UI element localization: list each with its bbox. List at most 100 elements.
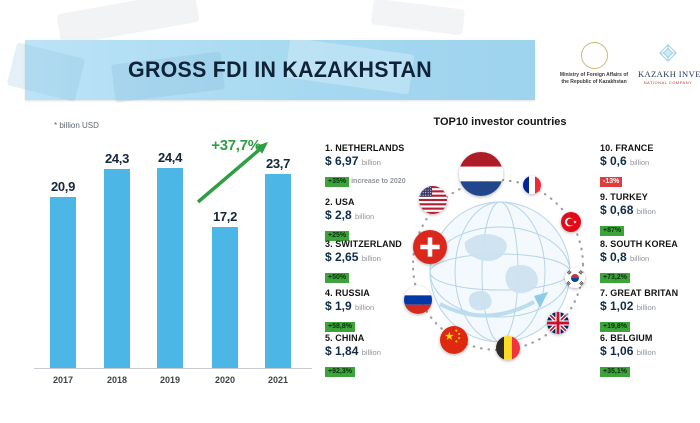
flag-tr-icon bbox=[561, 212, 581, 232]
investor-unit: billion bbox=[361, 158, 381, 167]
investor-entry-be: 6. BELGIUM $ 1,06 billion +35,1% bbox=[600, 333, 698, 378]
investor-amount: $ 1,9 billion bbox=[325, 299, 375, 313]
flag-cn-icon bbox=[440, 326, 468, 354]
investor-column-left: 1. NETHERLANDS $ 6,97 billion +35% increase… bbox=[325, 105, 437, 423]
flag-nl-icon bbox=[459, 152, 503, 196]
investor-unit: billion bbox=[361, 254, 381, 263]
investor-country: 8. SOUTH KOREA bbox=[600, 239, 678, 249]
growth-annotation: +37,7% bbox=[211, 137, 261, 154]
investor-change-badge: +25% bbox=[325, 230, 350, 241]
flag-fr-icon bbox=[523, 176, 541, 194]
investor-unit: billion bbox=[361, 348, 381, 357]
investor-country: 7. GREAT BRITAN bbox=[600, 288, 679, 298]
investor-unit: billion bbox=[636, 207, 656, 216]
bar-value-label: 23,7 bbox=[265, 156, 291, 171]
page-title: GROSS FDI IN KAZAKHSTAN bbox=[128, 57, 432, 82]
growth-arrow-icon bbox=[196, 142, 268, 204]
investor-change-row: +92,3% bbox=[325, 360, 437, 378]
investor-country: 5. CHINA bbox=[325, 333, 365, 343]
header-band: GROSS FDI IN KAZAKHSTAN bbox=[6, 37, 535, 103]
investor-change-badge: +87% bbox=[600, 225, 625, 236]
investor-entry-nl: 1. NETHERLANDS $ 6,97 billion +35% increase… bbox=[325, 143, 437, 188]
flag-gb-icon bbox=[547, 312, 569, 334]
flag-ch-icon bbox=[413, 230, 447, 264]
fdi-bar-chart: * billion USD 20,9 2017 24,3 2018 24,4 2019 17… bbox=[30, 110, 322, 410]
investors-title: TOP10 investor countries bbox=[433, 116, 567, 128]
bar-value-label: 17,2 bbox=[212, 209, 238, 224]
investor-entry-ru: 4. RUSSIA $ 1,9 billion +58,8% bbox=[325, 288, 437, 333]
investor-unit: billion bbox=[630, 158, 650, 167]
investor-amount: $ 0,6 billion bbox=[600, 154, 650, 168]
investor-entry-gb: 7. GREAT BRITAN $ 1,02 billion +19,8% bbox=[600, 288, 698, 333]
x-tick-label: 2019 bbox=[159, 375, 181, 385]
investor-amount: $ 2,8 billion bbox=[325, 208, 375, 222]
investor-country: 2. USA bbox=[325, 197, 355, 207]
bar-2019 bbox=[157, 168, 183, 368]
investor-change-row: +87% bbox=[600, 219, 698, 237]
investor-change-row: +35% increase to 2020 bbox=[325, 170, 437, 188]
banknote-texture bbox=[370, 0, 466, 36]
bar-value-label: 20,9 bbox=[50, 179, 76, 194]
flag-kr-icon bbox=[565, 268, 585, 288]
investor-amount: $ 0,68 billion bbox=[600, 203, 656, 217]
investor-entry-ch: 3. SWITZERLAND $ 2,65 billion +50% bbox=[325, 239, 437, 284]
bar-2018 bbox=[104, 169, 130, 368]
kazakh-invest-name: KAZAKH INVEST bbox=[638, 69, 700, 79]
kazakh-invest-subtitle: NATIONAL COMPANY bbox=[643, 80, 693, 85]
bar-2021 bbox=[265, 174, 291, 368]
ministry-logo-line1: Ministry of Foreign Affairs of bbox=[559, 72, 629, 78]
investor-change-badge: +19,8% bbox=[600, 321, 630, 332]
x-tick-label: 2020 bbox=[214, 375, 236, 385]
dotted-ring bbox=[411, 178, 585, 352]
investor-change-badge: +50% bbox=[325, 272, 350, 283]
investor-amount: $ 6,97 billion bbox=[325, 154, 381, 168]
ministry-logo-line2: the Republic of Kazakhstan bbox=[561, 79, 627, 85]
kazakh-invest-logo: KAZAKH INVEST NATIONAL COMPANY bbox=[638, 44, 700, 85]
kazakhstan-emblem-icon bbox=[580, 42, 608, 69]
bar-2020 bbox=[212, 227, 238, 368]
blue-swoosh-arrow-icon bbox=[439, 292, 548, 318]
chart-unit-note: * billion USD bbox=[54, 121, 99, 130]
investor-amount: $ 1,06 billion bbox=[600, 344, 656, 358]
flag-ru-icon bbox=[404, 286, 432, 314]
snowflake-diamond-icon bbox=[659, 44, 677, 62]
investor-amount: $ 0,8 billion bbox=[600, 250, 650, 264]
investor-change-badge: +58,8% bbox=[325, 321, 355, 332]
investor-change-row: -13% bbox=[600, 170, 698, 188]
flag-us-icon bbox=[419, 186, 447, 214]
x-tick-label: 2018 bbox=[106, 375, 128, 385]
investor-change-note: increase to 2020 bbox=[351, 178, 406, 185]
ministry-logo: Ministry of Foreign Affairs of the Repub… bbox=[548, 42, 640, 86]
investor-country: 1. NETHERLANDS bbox=[325, 143, 405, 153]
investor-amount: $ 1,02 billion bbox=[600, 299, 656, 313]
investor-entry-cn: 5. CHINA $ 1,84 billion +92,3% bbox=[325, 333, 437, 378]
bar-2017 bbox=[50, 197, 76, 368]
investor-change-row: +25% bbox=[325, 224, 437, 242]
investor-entry-kr: 8. SOUTH KOREA $ 0,8 billion +73,2% bbox=[600, 239, 698, 284]
investor-unit: billion bbox=[355, 303, 375, 312]
globe-graphic bbox=[425, 197, 575, 352]
x-axis-line bbox=[34, 368, 312, 369]
investor-amount: $ 2,65 billion bbox=[325, 250, 381, 264]
bar-value-label: 24,3 bbox=[104, 151, 130, 166]
investor-change-row: +19,8% bbox=[600, 315, 698, 333]
investor-change-badge: +73,2% bbox=[600, 272, 630, 283]
investor-entry-us: 2. USA $ 2,8 billion +25% bbox=[325, 197, 437, 242]
investor-change-row: +35,1% bbox=[600, 360, 698, 378]
investor-change-badge: +92,3% bbox=[325, 366, 355, 377]
investor-change-badge: -13% bbox=[600, 176, 623, 187]
investor-unit: billion bbox=[636, 303, 656, 312]
investor-change-row: +58,8% bbox=[325, 315, 437, 333]
bar-value-label: 24,4 bbox=[157, 150, 183, 165]
investor-country: 6. BELGIUM bbox=[600, 333, 653, 343]
investor-unit: billion bbox=[636, 348, 656, 357]
investor-unit: billion bbox=[630, 254, 650, 263]
investor-country: 3. SWITZERLAND bbox=[325, 239, 402, 249]
investor-amount: $ 1,84 billion bbox=[325, 344, 381, 358]
investor-change-row: +73,2% bbox=[600, 266, 698, 284]
investor-entry-fr: 10. FRANCE $ 0,6 billion -13% bbox=[600, 143, 698, 188]
investor-change-badge: +35,1% bbox=[600, 366, 630, 377]
investor-country: 9. TURKEY bbox=[600, 192, 648, 202]
investor-change-badge: +35% bbox=[325, 176, 350, 187]
investor-country: 4. RUSSIA bbox=[325, 288, 370, 298]
